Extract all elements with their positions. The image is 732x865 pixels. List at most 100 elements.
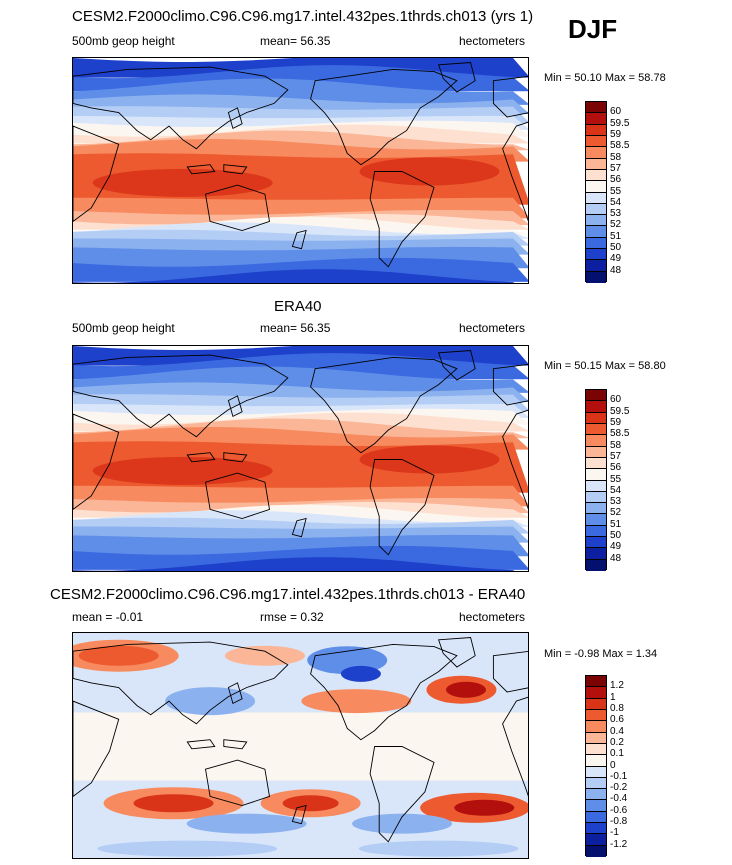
colorbar-swatch [586, 158, 606, 170]
coastline [227, 395, 243, 418]
colorbar-tick-label: 56 [610, 462, 622, 474]
coastline [437, 62, 476, 93]
panel-2-units-label: hectometers [459, 321, 526, 335]
coastline [369, 746, 435, 843]
colorbar-tick-label: -1.2 [610, 838, 628, 850]
coastline [186, 164, 216, 175]
coastline [223, 739, 248, 750]
anomaly-contour [97, 840, 278, 857]
colorbar-swatch [586, 469, 606, 481]
colorbar-swatch [586, 777, 606, 790]
colorbar-swatch [586, 203, 606, 216]
anomaly-contour [186, 813, 307, 834]
colorbar-tick-label: -1 [610, 827, 619, 839]
colorbar-tick-label: -0.6 [610, 804, 628, 816]
colorbar-swatch [586, 181, 606, 193]
colorbar-tick-label: 57 [610, 450, 622, 462]
panel-3-title: CESM2.F2000climo.C96.C96.mg17.intel.432p… [50, 586, 526, 603]
coastline [73, 641, 289, 725]
colorbar-swatch [586, 147, 606, 159]
contour-band [73, 269, 515, 283]
anomaly-contour [340, 665, 381, 682]
colorbar-swatch [586, 390, 606, 402]
colorbar-swatch [586, 811, 606, 824]
panel-2-mean-label: mean= 56.35 [260, 321, 331, 335]
colorbar-swatch [586, 559, 606, 571]
colorbar-swatch [586, 503, 606, 515]
contour-band [359, 157, 500, 186]
coastline [186, 452, 216, 463]
colorbar-swatch [586, 514, 606, 526]
colorbar-tick-label: -0.4 [610, 793, 628, 805]
coastline [369, 459, 435, 556]
colorbar-tick-label: 48 [610, 264, 622, 276]
coastline [502, 409, 528, 510]
coastline [437, 350, 476, 381]
colorbar-swatch [586, 260, 606, 272]
contour-band [73, 712, 528, 781]
coastline [291, 804, 307, 825]
colorbar-tick-label: 53 [610, 208, 622, 220]
colorbar-tick-label: 59 [610, 416, 622, 428]
coastline [73, 125, 120, 222]
colorbar-swatch [586, 457, 606, 470]
colorbar-swatch [586, 687, 606, 699]
anomaly-contour [78, 645, 159, 666]
colorbar-tick-label: 49 [610, 541, 622, 553]
colorbar-swatch [586, 698, 606, 710]
colorbar-swatch [586, 525, 606, 538]
colorbar-tick-label: 48 [610, 552, 622, 564]
colorbar-swatch [586, 401, 606, 413]
colorbar-swatch [586, 237, 606, 250]
anomaly-contour [133, 794, 214, 813]
panel-1-map [72, 57, 529, 284]
colorbar-swatch [586, 271, 606, 283]
panel-2-minmax: Min = 50.15 Max = 58.80 [544, 360, 666, 372]
coastline [369, 171, 435, 268]
colorbar-swatch [586, 169, 606, 182]
coastline [291, 229, 307, 250]
coastline [223, 164, 248, 175]
coastline [73, 700, 120, 797]
contour-band [92, 456, 273, 485]
colorbar-tick-label: 55 [610, 473, 622, 485]
panel-3-units-label: hectometers [459, 610, 526, 624]
colorbar-tick-label: 54 [610, 196, 622, 208]
panel-3-map [72, 632, 529, 859]
anomaly-contour [301, 689, 412, 714]
season-label: DJF [568, 14, 618, 44]
colorbar-tick-label: 56 [610, 174, 622, 186]
colorbar-tick-label: 52 [610, 219, 622, 231]
coastline [492, 75, 528, 118]
panel-2-colorbar [585, 389, 607, 571]
colorbar-tick-label: 57 [610, 162, 622, 174]
colorbar-swatch [586, 135, 606, 148]
colorbar-swatch [586, 676, 606, 688]
coastline [492, 650, 528, 693]
colorbar-tick-label: 49 [610, 253, 622, 265]
colorbar-swatch [586, 446, 606, 458]
anomaly-contour [352, 813, 453, 834]
contour-band [359, 445, 500, 474]
colorbar-tick-label: 58 [610, 151, 622, 163]
panel-3-rmse-label: rmse = 0.32 [260, 610, 324, 624]
coastline [502, 696, 528, 797]
coastline [204, 759, 271, 806]
anomaly-contour [358, 840, 519, 857]
coastline [73, 354, 289, 438]
coastline [310, 643, 458, 741]
anomaly-contour [454, 799, 515, 816]
colorbar-tick-label: 58.5 [610, 428, 630, 440]
colorbar-tick-label: 53 [610, 496, 622, 508]
colorbar-swatch [586, 226, 606, 238]
colorbar-swatch [586, 113, 606, 125]
panel-1-title: CESM2.F2000climo.C96.C96.mg17.intel.432p… [72, 8, 534, 25]
colorbar-swatch [586, 766, 606, 778]
colorbar-tick-label: 1.2 [610, 680, 624, 692]
colorbar-tick-label: 60 [610, 106, 622, 118]
colorbar-tick-label: 0.8 [610, 702, 624, 714]
colorbar-swatch [586, 548, 606, 560]
colorbar-swatch [586, 743, 606, 756]
colorbar-tick-label: -0.2 [610, 782, 628, 794]
colorbar-tick-label: 58 [610, 439, 622, 451]
